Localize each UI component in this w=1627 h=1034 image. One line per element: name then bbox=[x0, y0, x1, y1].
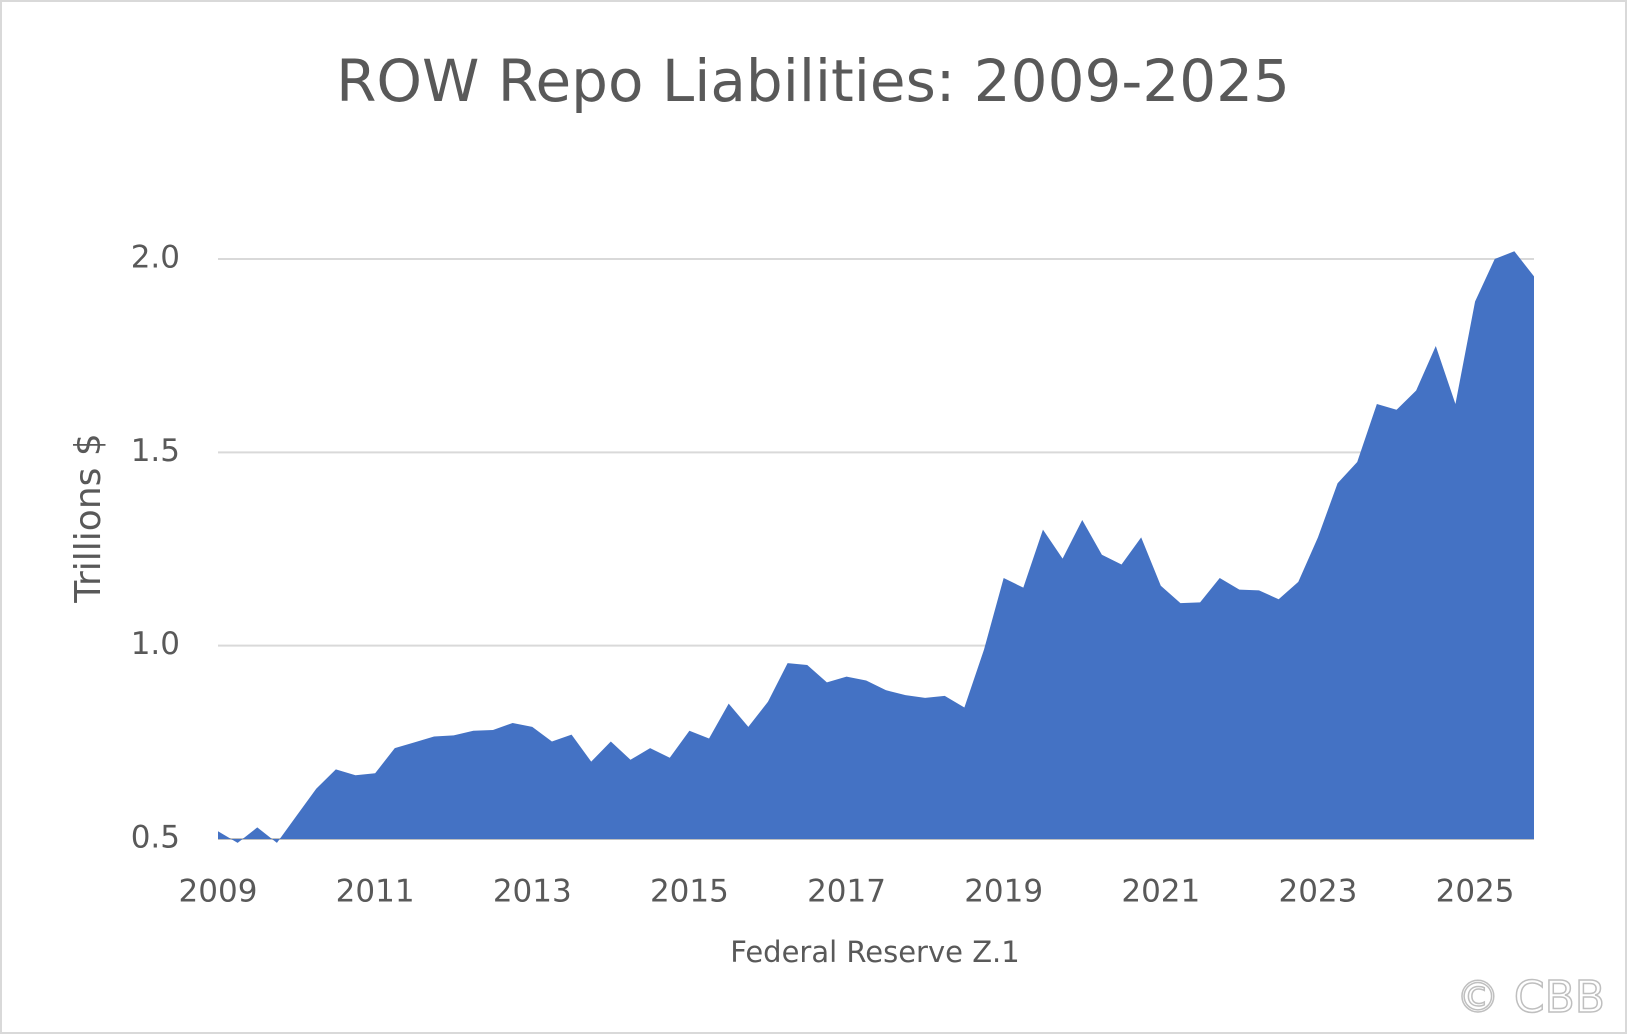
x-tick-label: 2017 bbox=[807, 874, 886, 910]
x-tick-label: 2021 bbox=[1121, 874, 1200, 910]
y-tick-label: 1.5 bbox=[131, 433, 180, 469]
plot-area: 0.5 1.0 1.5 2.0 2009 2011 2013 2015 2017 2019 2021… bbox=[131, 240, 1534, 910]
x-tick-label: 2025 bbox=[1436, 874, 1515, 910]
y-tick-label: 2.0 bbox=[131, 240, 180, 276]
x-tick-label: 2013 bbox=[493, 874, 572, 910]
watermark: © CBB bbox=[1456, 972, 1605, 1023]
area bbox=[218, 251, 1534, 843]
x-axis-label: Federal Reserve Z.1 bbox=[730, 935, 1019, 969]
x-tick-label: 2023 bbox=[1278, 874, 1357, 910]
x-tick-label: 2015 bbox=[650, 874, 729, 910]
y-tick-label: 0.5 bbox=[131, 820, 180, 856]
x-tick-label: 2011 bbox=[336, 874, 415, 910]
chart-title: ROW Repo Liabilities: 2009-2025 bbox=[336, 47, 1290, 115]
x-tick-label: 2019 bbox=[964, 874, 1043, 910]
y-axis-label: Trillions $ bbox=[68, 433, 109, 603]
y-tick-label: 1.0 bbox=[131, 626, 180, 662]
x-tick-label: 2009 bbox=[179, 874, 258, 910]
